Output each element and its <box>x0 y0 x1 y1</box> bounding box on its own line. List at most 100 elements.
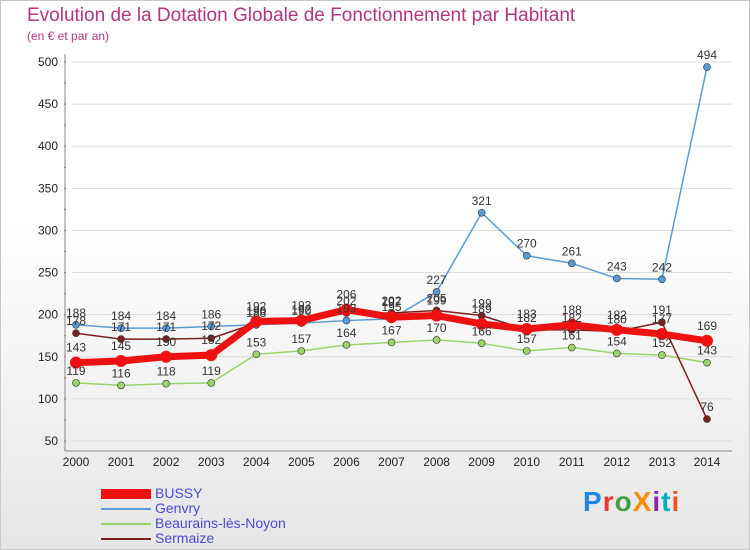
data-point <box>70 356 82 369</box>
chart-title: Evolution de la Dotation Globale de Fonc… <box>27 5 576 26</box>
data-point <box>387 338 396 347</box>
data-point <box>701 334 713 347</box>
data-point <box>610 323 623 336</box>
x-tick-label: 2012 <box>604 455 631 469</box>
data-label: 182 <box>607 308 627 322</box>
data-point <box>162 379 170 388</box>
data-label: 76 <box>700 400 714 414</box>
data-label: 190 <box>246 304 266 318</box>
data-label: 152 <box>201 333 221 347</box>
data-point <box>207 322 216 331</box>
data-label: 167 <box>381 323 401 337</box>
data-point <box>297 347 306 355</box>
series-layer <box>70 63 713 423</box>
data-point <box>162 335 170 343</box>
data-point <box>703 63 711 71</box>
data-label: 192 <box>246 299 266 313</box>
data-label: 180 <box>607 313 627 327</box>
data-label: 182 <box>562 311 582 325</box>
data-label: 199 <box>427 294 447 308</box>
x-tick-label: 2010 <box>513 455 540 469</box>
data-label: 188 <box>562 303 582 317</box>
data-point <box>160 350 173 363</box>
x-tick-label: 2006 <box>333 455 360 469</box>
data-label: 172 <box>201 319 221 333</box>
data-point <box>477 208 486 217</box>
x-tick-label: 2007 <box>378 455 405 469</box>
data-label: 152 <box>652 336 672 350</box>
data-point <box>340 303 353 316</box>
data-label: 178 <box>66 314 86 328</box>
data-point <box>250 315 263 328</box>
data-label: 193 <box>336 302 356 316</box>
data-label: 270 <box>517 237 537 251</box>
data-label: 169 <box>697 319 717 333</box>
x-tick-label: 2014 <box>694 455 721 469</box>
data-label: 157 <box>291 332 311 346</box>
data-label: 186 <box>201 307 221 321</box>
data-point <box>342 316 351 325</box>
data-label: 191 <box>652 303 672 317</box>
brand-logo: ProXiti <box>583 486 681 517</box>
data-label: 171 <box>156 320 176 334</box>
y-tick-label: 250 <box>38 266 58 280</box>
data-point <box>567 343 576 352</box>
data-point <box>522 347 531 355</box>
x-tick-label: 2011 <box>559 455 585 469</box>
data-label: 154 <box>607 334 627 348</box>
data-label: 166 <box>472 324 492 338</box>
data-label: 184 <box>156 309 176 323</box>
data-point <box>117 335 125 343</box>
data-point <box>703 358 711 367</box>
data-label: 321 <box>472 194 492 208</box>
chart-subtitle: (en € et par an) <box>27 29 110 43</box>
x-tick-label: 2009 <box>468 455 495 469</box>
data-label: 157 <box>517 332 537 346</box>
data-label: 192 <box>291 302 311 316</box>
legend-label: BUSSY <box>155 485 203 501</box>
data-point <box>342 341 351 349</box>
data-label: 193 <box>291 299 311 313</box>
series-line-genvry <box>75 66 708 329</box>
x-tick-label: 2004 <box>243 455 270 469</box>
legend-label: Sermaize <box>155 530 215 546</box>
data-point <box>477 339 486 348</box>
data-point <box>207 334 216 343</box>
data-point <box>703 415 711 423</box>
data-label: 190 <box>291 304 311 318</box>
data-point <box>117 324 125 332</box>
data-label: 119 <box>66 364 85 378</box>
data-point <box>432 288 441 296</box>
data-label: 197 <box>381 295 401 309</box>
data-point <box>565 318 578 331</box>
data-label: 202 <box>336 294 356 308</box>
legend-swatch <box>101 489 151 499</box>
data-label: 188 <box>246 306 266 320</box>
data-label: 494 <box>697 48 717 62</box>
data-point <box>162 324 170 332</box>
data-label: 153 <box>246 335 266 349</box>
data-label: 118 <box>157 365 176 379</box>
data-point <box>432 336 441 344</box>
data-point <box>613 274 621 283</box>
y-tick-label: 450 <box>38 97 58 111</box>
data-point <box>658 351 666 359</box>
data-point <box>205 349 218 362</box>
y-tick-label: 500 <box>38 55 58 69</box>
data-point <box>72 379 80 387</box>
data-point <box>430 309 443 322</box>
y-tick-label: 400 <box>38 139 58 153</box>
y-tick-label: 50 <box>45 434 59 448</box>
data-label: 177 <box>652 312 672 326</box>
data-point <box>567 259 576 268</box>
y-tick-label: 100 <box>38 392 58 406</box>
data-point <box>295 314 308 327</box>
legend-label: Beaurains-lès-Noyon <box>155 515 286 531</box>
x-tick-label: 2008 <box>423 455 450 469</box>
data-label: 143 <box>697 344 717 358</box>
data-label: 189 <box>472 302 492 316</box>
data-point <box>520 322 533 335</box>
data-point <box>658 275 666 284</box>
